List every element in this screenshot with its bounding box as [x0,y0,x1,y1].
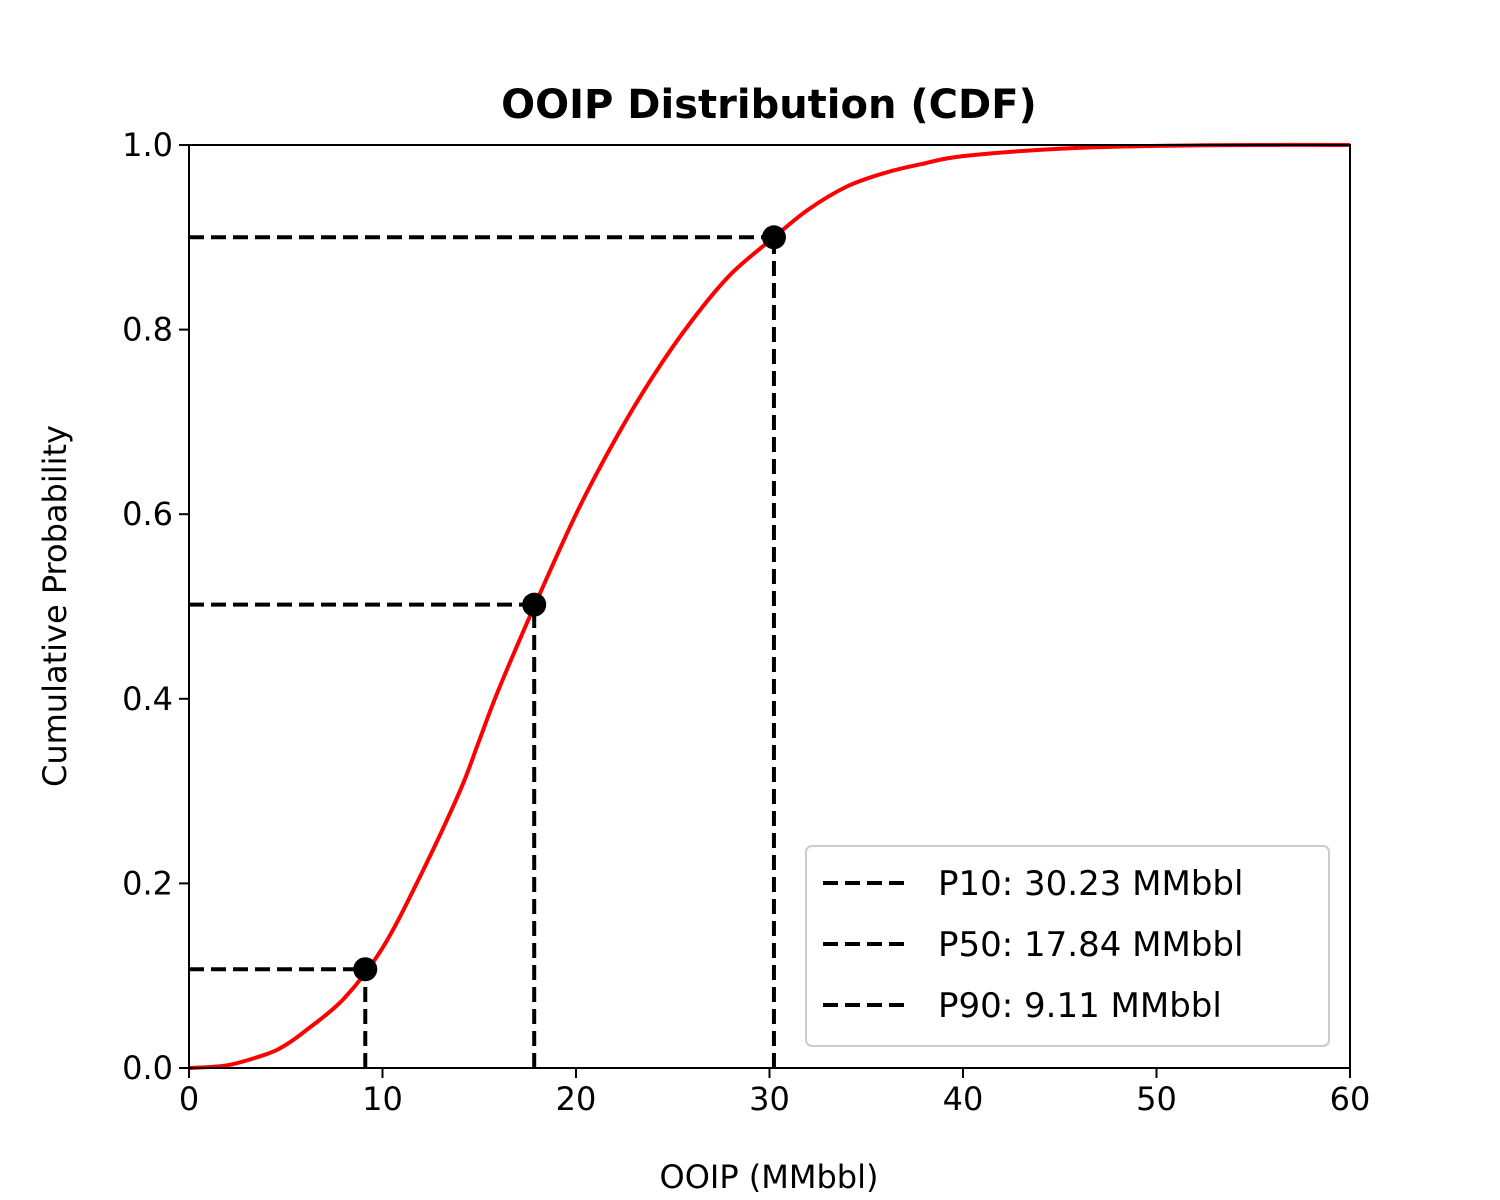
y-tick-label-0: 0.0 [122,1049,173,1087]
x-tick-label-3: 30 [749,1080,790,1118]
legend-box [805,845,1330,1047]
x-tick-label-0: 0 [179,1080,199,1118]
y-tick-label-1: 0.2 [122,864,173,902]
percentile-point-0 [761,225,786,250]
legend-label-1: P50: 17.84 MMbbl [938,925,1243,965]
axis-ticks: 0 10 20 30 40 50 60 0.0 0.2 0.4 0.6 0.8 1.0 [122,126,1370,1118]
y-axis-label: Cumulative Probability [36,425,74,787]
x-axis-label: OOIP (MMbbl) [660,1158,879,1196]
y-tick-label-5: 1.0 [122,126,173,164]
plot-area [188,142,1351,1070]
x-tick-label-2: 20 [556,1080,597,1118]
y-tick-label-4: 0.8 [122,311,173,349]
chart-title: OOIP Distribution (CDF) [501,82,1037,128]
legend-label-2: P90: 9.11 MMbbl [938,986,1222,1026]
y-tick-label-3: 0.6 [122,495,173,533]
y-tick-label-2: 0.4 [122,680,173,718]
x-tick-label-6: 60 [1330,1080,1371,1118]
percentile-point-2 [353,957,378,982]
x-tick-label-5: 50 [1136,1080,1177,1118]
legend-label-0: P10: 30.23 MMbbl [938,864,1243,904]
x-tick-label-1: 10 [362,1080,403,1118]
legend: P10: 30.23 MMbbl P50: 17.84 MMbbl P90: 9.1… [805,845,1330,1047]
percentile-point-1 [522,592,547,617]
x-tick-label-4: 40 [943,1080,984,1118]
cdf-curve-line [188,142,1351,1070]
